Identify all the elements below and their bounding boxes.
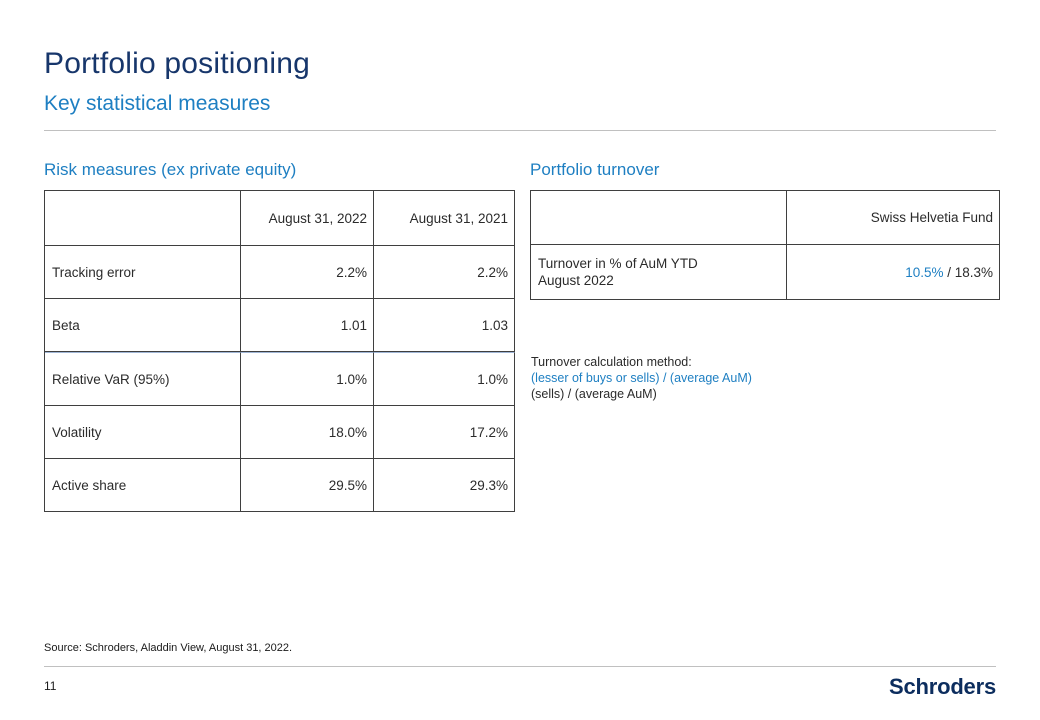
page-subtitle: Key statistical measures: [44, 92, 271, 115]
risk-col-blank: [45, 191, 241, 246]
row-value-2021: 17.2%: [374, 406, 515, 459]
risk-measures-table: August 31, 2022 August 31, 2021 Tracking…: [44, 190, 515, 512]
source-note: Source: Schroders, Aladdin View, August …: [44, 642, 293, 654]
row-value-2022: 18.0%: [241, 406, 374, 459]
table-row: Turnover in % of AuM YTD August 2022 10.…: [531, 245, 1000, 300]
row-value-2021: 2.2%: [374, 246, 515, 299]
turnover-col-fund: Swiss Helvetia Fund: [787, 191, 1000, 245]
table-row: Active share 29.5% 29.3%: [45, 459, 515, 512]
note-line-3: (sells) / (average AuM): [531, 387, 657, 401]
row-value-2022: 1.01: [241, 299, 374, 352]
risk-col-2021: August 31, 2021: [374, 191, 515, 246]
turnover-col-blank: [531, 191, 787, 245]
turnover-calculation-note: Turnover calculation method: (lesser of …: [531, 354, 752, 402]
row-value-2021: 1.03: [374, 299, 515, 352]
row-label: Tracking error: [45, 246, 241, 299]
portfolio-turnover-table: Swiss Helvetia Fund Turnover in % of AuM…: [530, 190, 1000, 300]
risk-table-header-row: August 31, 2022 August 31, 2021: [45, 191, 515, 246]
risk-measures-heading: Risk measures (ex private equity): [44, 160, 297, 179]
note-line-1: Turnover calculation method:: [531, 355, 692, 369]
turnover-value-rest: / 18.3%: [943, 264, 993, 280]
schroders-logo: Schroders: [888, 674, 996, 699]
turnover-value-highlight: 10.5%: [905, 264, 944, 280]
table-row: Relative VaR (95%) 1.0% 1.0%: [45, 352, 515, 406]
row-label: Volatility: [45, 406, 241, 459]
portfolio-turnover-heading: Portfolio turnover: [530, 160, 660, 179]
row-value-2022: 2.2%: [241, 246, 374, 299]
row-label: Relative VaR (95%): [45, 352, 241, 406]
turnover-table-header-row: Swiss Helvetia Fund: [531, 191, 1000, 245]
page-number: 11: [44, 679, 57, 693]
header-divider: [44, 130, 996, 131]
table-row: Tracking error 2.2% 2.2%: [45, 246, 515, 299]
row-label: Beta: [45, 299, 241, 352]
turnover-row-label: Turnover in % of AuM YTD August 2022: [531, 245, 787, 300]
table-row: Beta 1.01 1.03: [45, 299, 515, 352]
footer-divider: [44, 666, 996, 667]
turnover-row-value: 10.5% / 18.3%: [787, 245, 1000, 300]
row-label: Active share: [45, 459, 241, 512]
page-title: Portfolio positioning: [44, 47, 311, 80]
row-value-2021: 29.3%: [374, 459, 515, 512]
row-value-2022: 1.0%: [241, 352, 374, 406]
note-line-2: (lesser of buys or sells) / (average AuM…: [531, 371, 752, 385]
row-value-2022: 29.5%: [241, 459, 374, 512]
risk-col-2022: August 31, 2022: [241, 191, 374, 246]
row-value-2021: 1.0%: [374, 352, 515, 406]
table-row: Volatility 18.0% 17.2%: [45, 406, 515, 459]
